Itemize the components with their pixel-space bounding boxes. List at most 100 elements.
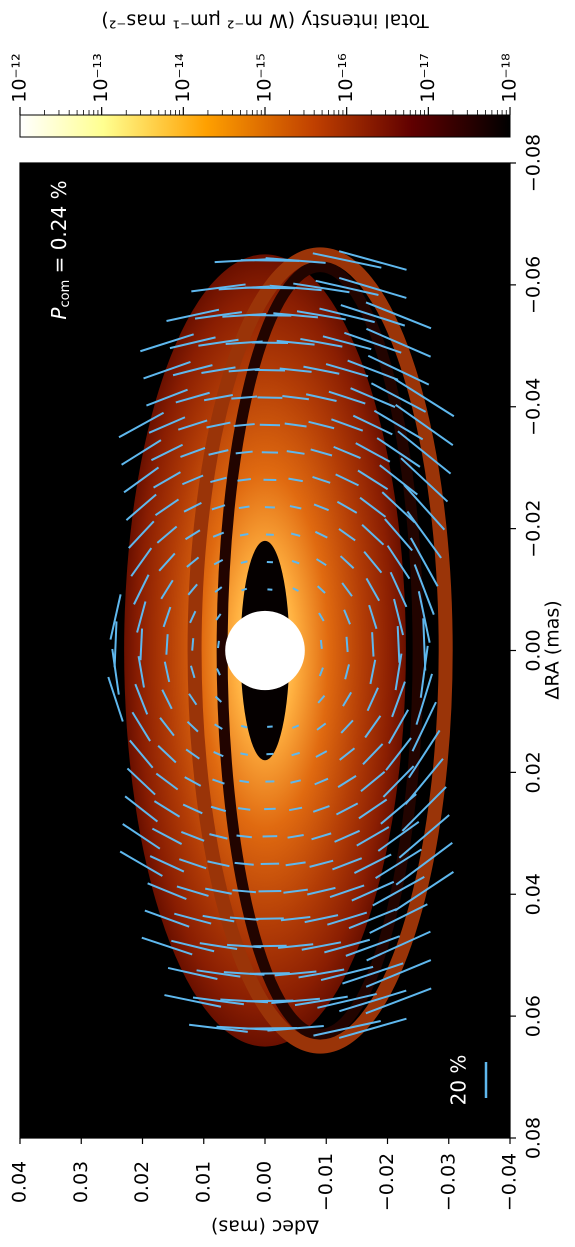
polarization-vector — [339, 989, 407, 1013]
polarization-vector — [237, 807, 251, 811]
polarization-vector — [175, 391, 210, 404]
polarization-vector — [303, 365, 340, 375]
polarization-vector — [340, 719, 354, 734]
polarization-vector — [240, 560, 248, 564]
polarization-vector — [292, 724, 300, 729]
polarization-vector — [351, 880, 395, 902]
x-axis-label: ΔRA (mas) — [542, 600, 564, 699]
polarization-vector — [107, 676, 124, 722]
polarization-vector — [396, 626, 401, 663]
polarization-vector — [189, 610, 197, 624]
x-tick-label: 0.02 — [523, 751, 545, 793]
polarization-vector — [385, 737, 412, 771]
polarization-vector — [208, 449, 229, 456]
polarization-vector — [137, 655, 145, 688]
polarization-vector — [187, 583, 198, 596]
polarization-vector — [222, 312, 267, 318]
polarization-vector — [211, 504, 226, 511]
polarization-vector — [369, 659, 377, 685]
polarization-vector — [185, 748, 200, 760]
polarization-vector — [130, 547, 153, 577]
pcom-annotation: Pcom = 0.24 % — [47, 180, 73, 319]
x-tick-label: −0.02 — [523, 500, 545, 558]
polarization-vector — [158, 552, 176, 572]
polarization-vector — [111, 648, 120, 695]
polarization-vector — [148, 416, 186, 434]
polarization-vector — [336, 500, 358, 514]
x-tick-label: −0.06 — [523, 256, 545, 314]
polarization-vector — [320, 965, 374, 982]
polarization-vector — [280, 915, 311, 922]
polarization-vector — [361, 524, 385, 546]
polarization-vector — [403, 484, 446, 531]
polarization-vector — [290, 532, 301, 537]
polarization-vector — [235, 450, 253, 455]
y-tick-label: 0.02 — [131, 1161, 153, 1203]
polarization-vector — [213, 751, 224, 758]
polarization-vector — [332, 857, 363, 871]
polarization-vector — [344, 664, 350, 680]
polarization-vector — [229, 916, 259, 921]
polarization-vector — [289, 505, 302, 510]
polarization-vector — [339, 747, 356, 761]
polarization-vector — [240, 752, 249, 756]
polarization-vector — [109, 594, 122, 640]
polarization-vector — [171, 939, 215, 953]
polarization-vector — [166, 308, 220, 322]
polarization-vector — [239, 532, 249, 537]
polarization-vector — [335, 802, 359, 816]
polarization-vector — [380, 793, 417, 825]
polarization-vector — [157, 744, 177, 764]
polarization-vector — [203, 393, 233, 402]
y-tick-label: −0.02 — [376, 1153, 398, 1211]
polarization-vector — [271, 997, 320, 1005]
polarization-vector — [345, 935, 401, 957]
polarization-vector — [343, 609, 351, 625]
polarization-vector — [359, 496, 387, 518]
polarization-vector — [293, 282, 350, 294]
polarization-vector — [292, 587, 299, 592]
plot-area: −0.08 −0.06 −0.04 −0.02 0.00 0.02 0.04 0.06 0.08… — [9, 134, 545, 1211]
polarization-vector — [216, 668, 221, 676]
polarization-vector — [318, 667, 324, 677]
polarization-vector — [176, 885, 209, 897]
colorbar-tick-label: 10⁻¹⁷ — [417, 53, 439, 102]
polarization-vector — [285, 861, 306, 867]
polarization-vector — [360, 771, 386, 793]
polarization-vector — [311, 832, 332, 841]
colorbar-tick-label: 10⁻¹² — [9, 53, 31, 102]
polarization-vector — [312, 252, 382, 269]
polarization-vector — [143, 361, 191, 380]
polarization-vector — [288, 806, 303, 812]
polarization-vector — [304, 914, 339, 924]
polarization-vector — [284, 422, 307, 428]
polarization-vector — [153, 471, 181, 489]
polarization-vector — [341, 582, 353, 597]
polarization-vector — [301, 941, 342, 951]
polarization-vector — [338, 528, 356, 542]
polarization-vector — [411, 701, 437, 752]
polarization-vector — [350, 387, 396, 408]
polarization-vector — [345, 636, 349, 653]
polarization-vector — [269, 284, 322, 292]
polarization-vector — [161, 689, 173, 710]
polarization-vector — [178, 858, 207, 870]
polarization-vector — [344, 331, 402, 354]
x-tick-label: −0.04 — [523, 378, 545, 436]
y-tick-label: −0.03 — [437, 1153, 459, 1211]
polarization-vector — [177, 419, 208, 431]
polarization-vector — [415, 673, 433, 725]
polarization-vector — [277, 943, 314, 949]
polarization-vector — [327, 911, 368, 926]
polarization-vector — [348, 908, 397, 930]
polarization-vector — [189, 665, 196, 679]
polarization-vector — [218, 285, 270, 291]
polarization-vector — [255, 917, 284, 920]
polarization-vector — [123, 466, 160, 494]
polarization-vector — [384, 518, 413, 552]
polarization-vector — [191, 283, 246, 293]
polarization-vector — [198, 338, 239, 347]
polarization-vector — [300, 337, 343, 348]
y-tick-label: 0.00 — [254, 1161, 276, 1203]
polarization-vector — [206, 421, 231, 429]
